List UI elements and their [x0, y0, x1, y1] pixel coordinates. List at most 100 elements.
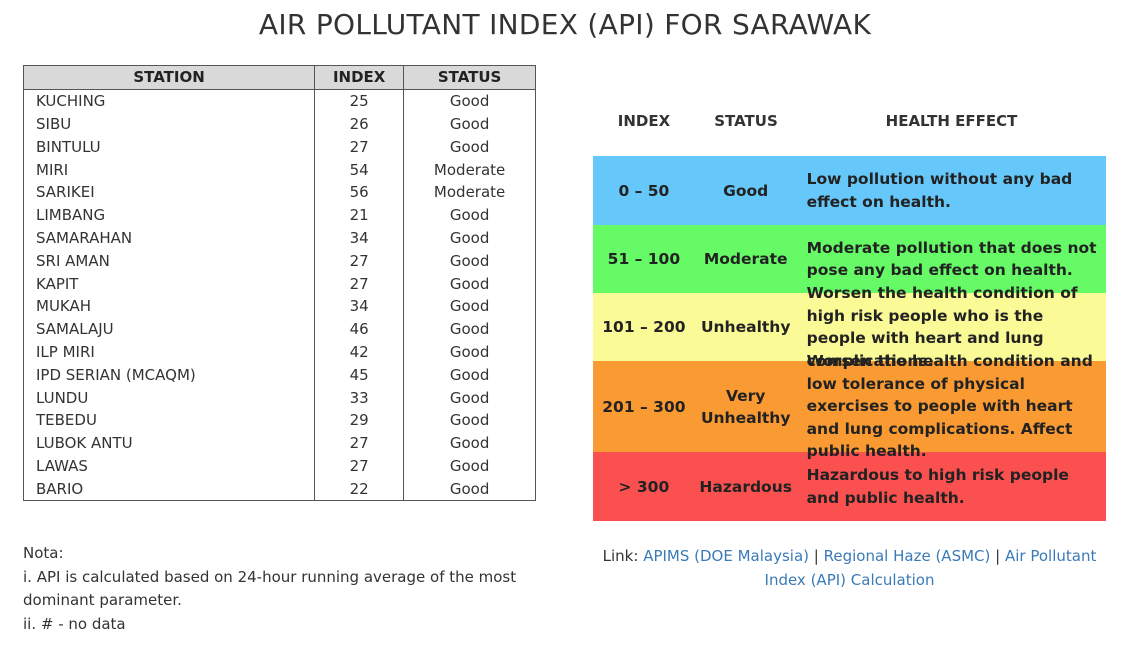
legend-status: Hazardous [699, 477, 792, 496]
station-status: Good [403, 203, 536, 227]
station-name: MUKAH [22, 294, 316, 318]
station-api-table: STATION INDEX STATUS KUCHING 25 Good SIBU 26… [22, 65, 536, 502]
link-apims[interactable]: APIMS (DOE Malaysia) [643, 547, 810, 565]
legend-effect: Worsen the health condition of high risk… [806, 284, 1078, 370]
station-status: Good [403, 226, 536, 250]
station-name: IPD SERIAN (MCAQM) [22, 363, 316, 387]
table-row: LUBOK ANTU 27 Good [22, 431, 536, 455]
station-index: 27 [314, 135, 405, 159]
table-row: SAMALAJU 46 Good [22, 317, 536, 341]
legend-index: 0 – 50 [618, 181, 670, 200]
table-row: SIBU 26 Good [22, 112, 536, 136]
station-name: TEBEDU [22, 408, 316, 432]
legend-effect: Worsen the health condition and low tole… [806, 352, 1093, 461]
legend-header-row: INDEX STATUS HEALTH EFFECT [593, 112, 1106, 134]
legend-index: > 300 [618, 477, 670, 496]
station-index: 56 [314, 180, 405, 204]
table-row: SRI AMAN 27 Good [22, 249, 536, 273]
station-status: Good [403, 112, 536, 136]
legend-row-good: 0 – 50 Good Low pollution without any ba… [593, 156, 1106, 225]
station-status: Good [403, 386, 536, 409]
station-name: SIBU [22, 112, 316, 136]
legend-effect: Low pollution without any bad effect on … [806, 170, 1073, 211]
station-name: KUCHING [22, 88, 316, 113]
table-row: BARIO 22 Good [22, 477, 536, 502]
note-2: ii. # - no data [23, 614, 126, 633]
station-index: 27 [314, 272, 405, 295]
legend-index: 51 – 100 [607, 250, 681, 268]
links: Link: APIMS (DOE Malaysia) | Regional Ha… [593, 545, 1106, 592]
header-index: INDEX [314, 65, 405, 90]
note-1b: dominant parameter. [23, 591, 182, 609]
legend-status: Very Unhealthy [700, 386, 791, 427]
station-index: 42 [314, 340, 405, 364]
station-name: LIMBANG [22, 203, 316, 227]
station-status: Moderate [403, 180, 536, 204]
station-index: 26 [314, 112, 405, 136]
station-name: SARIKEI [22, 180, 316, 204]
legend-row-unhealthy: 101 – 200 Unhealthy Worsen the health co… [593, 284, 1106, 370]
station-name: SRI AMAN [22, 249, 316, 273]
link-separator: | [813, 547, 819, 565]
station-index: 22 [314, 477, 405, 502]
legend-row-very-unhealthy: 201 – 300 Very Unhealthy Worsen the heal… [593, 352, 1106, 460]
links-prefix: Link: [602, 547, 639, 565]
station-index: 34 [314, 226, 405, 250]
station-index: 34 [314, 294, 405, 318]
station-status: Good [403, 272, 536, 295]
station-index: 29 [314, 408, 405, 432]
link-separator: | [995, 547, 1001, 565]
station-status: Good [403, 249, 536, 273]
legend-effect: Hazardous to high risk people and public… [806, 466, 1069, 507]
legend-header-index: INDEX [617, 112, 671, 130]
table-row: LUNDU 33 Good [22, 386, 536, 409]
station-index: 54 [314, 158, 405, 181]
station-status: Good [403, 317, 536, 341]
notes-heading: Nota: [23, 544, 64, 562]
station-name: ILP MIRI [22, 340, 316, 364]
station-name: KAPIT [22, 272, 316, 295]
station-index: 21 [314, 203, 405, 227]
station-name: SAMALAJU [22, 317, 316, 341]
legend-header-status: STATUS [714, 112, 778, 130]
station-name: BARIO [22, 477, 316, 502]
table-row: KUCHING 25 Good [22, 88, 536, 113]
legend-row-hazardous: > 300 Hazardous Hazardous to high risk p… [593, 452, 1106, 521]
header-station: STATION [22, 65, 316, 90]
station-name: MIRI [22, 158, 316, 181]
table-row: KAPIT 27 Good [22, 272, 536, 295]
table-row: IPD SERIAN (MCAQM) 45 Good [22, 363, 536, 387]
station-name: LAWAS [22, 454, 316, 478]
table-row: LAWAS 27 Good [22, 454, 536, 478]
station-index: 33 [314, 386, 405, 409]
station-status: Good [403, 454, 536, 478]
station-index: 27 [314, 431, 405, 455]
station-index: 27 [314, 454, 405, 478]
station-table-header-row: STATION INDEX STATUS [22, 65, 536, 90]
table-row: TEBEDU 29 Good [22, 408, 536, 432]
table-row: SARIKEI 56 Moderate [22, 180, 536, 204]
station-status: Good [403, 431, 536, 455]
legend-row-moderate: 51 – 100 Moderate Moderate pollution tha… [593, 225, 1106, 293]
table-row: SAMARAHAN 34 Good [22, 226, 536, 250]
station-status: Good [403, 477, 536, 502]
legend-status: Unhealthy [700, 318, 791, 336]
station-status: Good [403, 363, 536, 387]
table-row: BINTULU 27 Good [22, 135, 536, 159]
header-status: STATUS [403, 65, 536, 90]
legend-header-effect: HEALTH EFFECT [885, 112, 1018, 130]
station-index: 45 [314, 363, 405, 387]
link-api-calculation[interactable]: Air Pollutant Index (API) Calculation [764, 547, 1097, 589]
link-regional-haze[interactable]: Regional Haze (ASMC) [823, 547, 991, 565]
note-1a: i. API is calculated based on 24-hour ru… [23, 567, 517, 586]
notes: Nota: i. API is calculated based on 24-h… [23, 542, 543, 636]
station-index: 27 [314, 249, 405, 273]
table-row: MIRI 54 Moderate [22, 158, 536, 181]
table-row: ILP MIRI 42 Good [22, 340, 536, 364]
station-index: 25 [314, 88, 405, 113]
station-status: Good [403, 135, 536, 159]
station-status: Good [403, 294, 536, 318]
legend-status: Good [723, 181, 769, 200]
page-title: AIR POLLUTANT INDEX (API) FOR SARAWAK [258, 8, 872, 41]
station-status: Good [403, 340, 536, 364]
